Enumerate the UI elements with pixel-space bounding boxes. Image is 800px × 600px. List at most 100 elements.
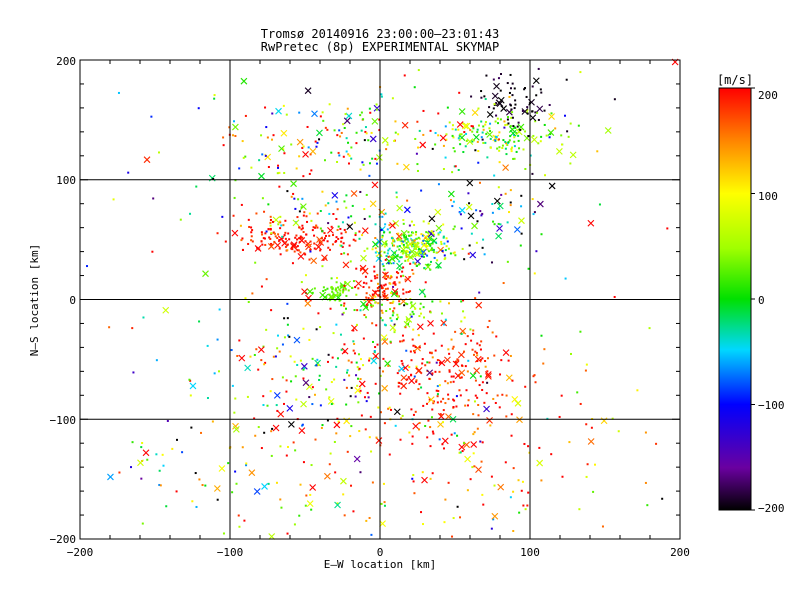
scatter-point xyxy=(296,245,299,248)
scatter-point xyxy=(293,250,296,253)
scatter-point xyxy=(310,219,313,222)
scatter-point xyxy=(336,502,339,505)
scatter-point xyxy=(501,144,504,147)
scatter-point xyxy=(437,233,440,236)
scatter-point xyxy=(374,346,377,349)
scatter-point xyxy=(299,235,302,238)
scatter-point xyxy=(384,212,387,215)
scatter-point xyxy=(403,239,406,242)
scatter-point xyxy=(336,134,339,137)
scatter-point xyxy=(395,271,398,274)
scatter-point-x xyxy=(395,232,403,240)
scatter-point xyxy=(198,320,201,323)
scatter-point xyxy=(391,314,394,317)
scatter-point xyxy=(426,263,429,266)
scatter-point xyxy=(435,389,438,392)
scatter-point xyxy=(411,310,414,313)
scatter-point xyxy=(273,232,276,235)
scatter-point xyxy=(429,426,432,429)
scatter-point xyxy=(427,222,430,225)
scatter-point xyxy=(513,136,516,139)
scatter-point xyxy=(260,285,263,288)
scatter-point xyxy=(305,233,308,236)
scatter-point xyxy=(276,334,279,337)
scatter-point xyxy=(412,480,415,483)
scatter-point xyxy=(400,417,403,420)
scatter-point xyxy=(453,432,456,435)
scatter-point xyxy=(376,276,379,279)
scatter-point xyxy=(464,343,467,346)
scatter-point xyxy=(412,328,415,331)
scatter-point xyxy=(298,210,301,213)
scatter-point xyxy=(432,400,435,403)
scatter-point xyxy=(480,214,483,217)
scatter-point xyxy=(310,169,313,172)
scatter-point xyxy=(291,248,294,251)
scatter-point xyxy=(418,428,421,431)
scatter-point xyxy=(542,362,545,365)
scatter-point xyxy=(427,419,430,422)
scatter-point xyxy=(431,408,434,411)
scatter-point xyxy=(443,521,446,524)
scatter-point xyxy=(360,414,363,417)
scatter-point xyxy=(302,214,305,217)
scatter-point xyxy=(391,244,394,247)
scatter-point xyxy=(191,500,194,503)
scatter-point xyxy=(337,286,340,289)
scatter-point-x xyxy=(587,219,595,227)
scatter-point xyxy=(444,249,447,252)
scatter-point-x xyxy=(547,129,555,136)
scatter-point xyxy=(454,361,457,364)
scatter-point xyxy=(397,133,400,136)
scatter-point-x xyxy=(273,392,281,399)
scatter-point xyxy=(382,482,385,485)
scatter-point xyxy=(413,224,416,227)
scatter-point xyxy=(442,144,445,147)
scatter-point xyxy=(242,156,245,159)
scatter-point xyxy=(179,218,182,221)
scatter-point xyxy=(382,357,385,360)
x-tick-label: 0 xyxy=(377,546,384,559)
scatter-point xyxy=(340,131,343,134)
scatter-point xyxy=(463,258,466,261)
scatter-point-x xyxy=(458,206,466,214)
x-tick-label: −100 xyxy=(217,546,244,559)
scatter-point xyxy=(233,120,236,123)
scatter-point-x xyxy=(272,216,280,224)
scatter-point xyxy=(230,349,233,352)
scatter-point xyxy=(352,340,355,343)
scatter-point xyxy=(308,172,311,175)
scatter-point-x xyxy=(493,197,501,205)
scatter-point xyxy=(469,328,472,331)
scatter-point xyxy=(483,401,486,404)
scatter-point xyxy=(510,413,513,416)
scatter-point xyxy=(410,374,413,377)
scatter-point-x xyxy=(309,484,317,491)
scatter-point xyxy=(485,392,488,395)
scatter-point xyxy=(520,232,523,235)
scatter-point xyxy=(596,150,599,153)
scatter-point xyxy=(412,231,415,234)
scatter-point xyxy=(532,213,535,216)
scatter-point xyxy=(340,304,343,307)
scatter-point xyxy=(474,350,477,353)
scatter-point xyxy=(465,132,468,135)
scatter-point xyxy=(310,508,313,511)
scatter-point xyxy=(443,258,446,261)
scatter-point xyxy=(473,431,476,434)
scatter-point xyxy=(474,379,477,382)
scatter-point xyxy=(322,119,325,122)
scatter-point xyxy=(384,272,387,275)
scatter-point xyxy=(448,121,451,124)
scatter-point-x xyxy=(278,145,285,153)
scatter-point xyxy=(444,318,447,321)
scatter-point xyxy=(533,374,536,377)
scatter-point-x xyxy=(532,77,540,85)
scatter-point xyxy=(476,342,479,345)
scatter-point-x xyxy=(604,127,612,134)
scatter-point xyxy=(374,277,377,280)
scatter-point xyxy=(561,475,564,478)
scatter-point xyxy=(386,143,389,146)
scatter-point xyxy=(519,244,522,247)
scatter-point xyxy=(409,290,412,293)
